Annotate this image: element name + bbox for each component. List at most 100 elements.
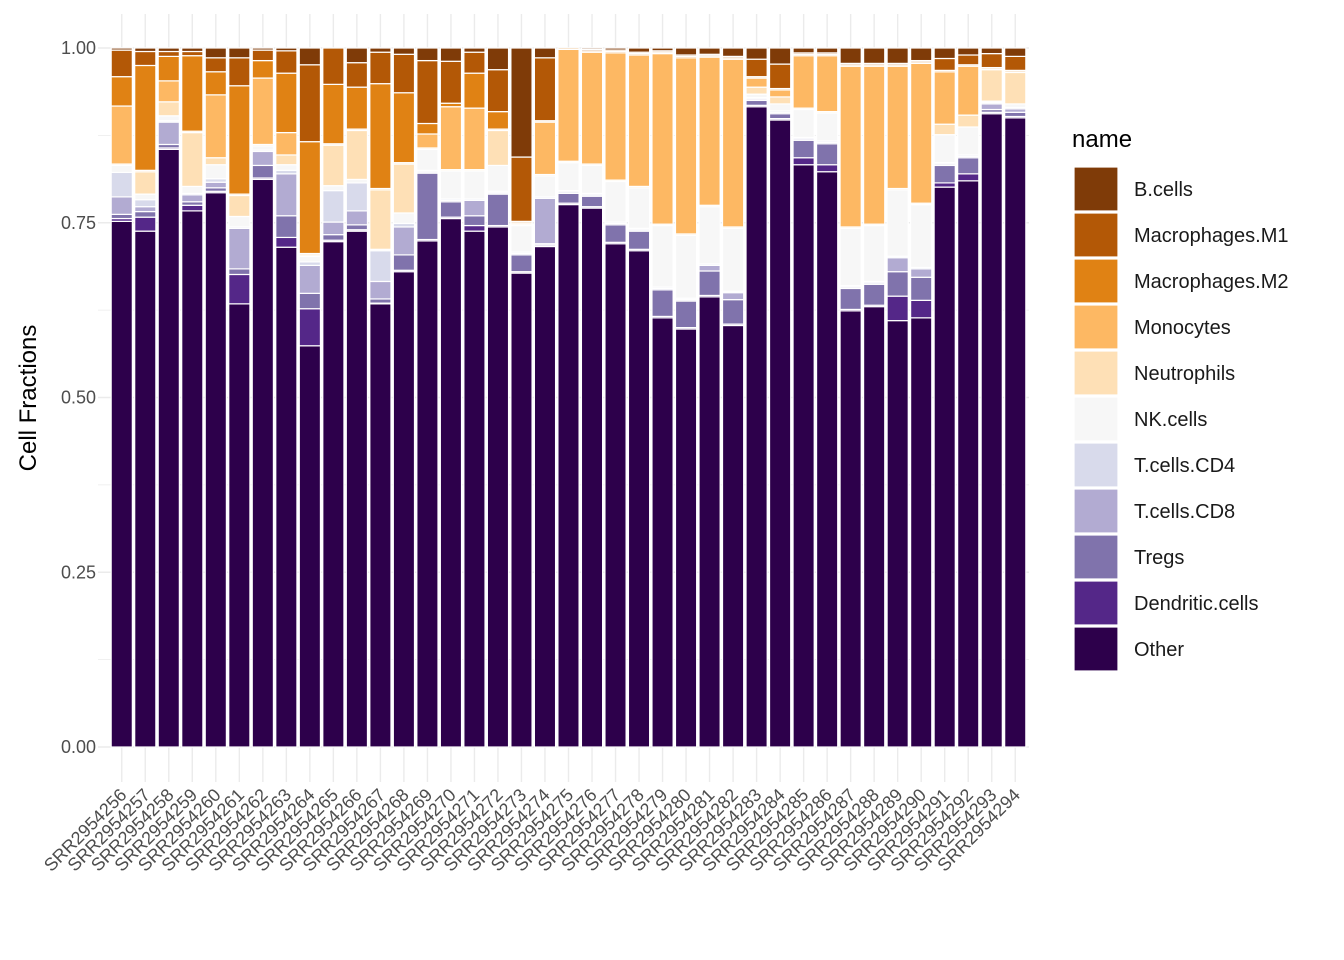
bar-segment bbox=[768, 113, 792, 120]
bar-segment bbox=[439, 106, 463, 171]
bar-segment bbox=[322, 185, 345, 192]
y-tick-label: 0.50 bbox=[61, 388, 96, 408]
bar-segment bbox=[275, 215, 298, 239]
bar-segment bbox=[792, 55, 815, 109]
bar-segment bbox=[392, 47, 416, 55]
bar-segment bbox=[486, 69, 510, 113]
legend-swatch bbox=[1073, 166, 1119, 212]
bar-segment bbox=[204, 71, 227, 96]
bar-segment bbox=[862, 283, 886, 306]
legend-label: Neutrophils bbox=[1134, 363, 1235, 385]
bar-segment bbox=[792, 139, 815, 159]
bar-segment bbox=[957, 47, 980, 56]
bar-segment bbox=[228, 85, 251, 195]
bar-segment bbox=[416, 148, 439, 171]
bar-segment bbox=[110, 47, 133, 51]
bar-segment bbox=[157, 55, 180, 82]
bar-segment bbox=[674, 328, 698, 748]
bar-segment bbox=[957, 65, 980, 116]
bar-segment bbox=[322, 241, 345, 748]
bar-segment bbox=[839, 47, 862, 64]
bar-segment bbox=[933, 71, 956, 125]
bar-segment bbox=[768, 47, 792, 65]
legend-label: Monocytes bbox=[1134, 317, 1231, 339]
bar-segment bbox=[134, 50, 157, 67]
bar-segment bbox=[721, 47, 745, 57]
bar-segment bbox=[110, 196, 133, 215]
bar-segment bbox=[604, 180, 627, 223]
bar-segment bbox=[463, 199, 486, 217]
bar-segment bbox=[862, 224, 886, 283]
bar-segment bbox=[674, 57, 698, 235]
bar-segment bbox=[416, 47, 439, 62]
bar-segment bbox=[251, 164, 275, 179]
bar-segment bbox=[745, 86, 768, 95]
bar-segment bbox=[392, 92, 416, 164]
bar-segment bbox=[698, 270, 721, 297]
bar-segment bbox=[745, 58, 768, 78]
bar-segment bbox=[580, 51, 604, 165]
bar-segment bbox=[721, 227, 745, 292]
bar-segment bbox=[228, 57, 251, 87]
bar-segment bbox=[369, 303, 392, 748]
bar-segment bbox=[698, 47, 721, 55]
y-tick-label: 0.00 bbox=[61, 737, 96, 757]
bar-segment bbox=[768, 119, 792, 748]
legend-label: Macrophages.M1 bbox=[1134, 225, 1289, 247]
bar-segment bbox=[627, 47, 651, 53]
bar-segment bbox=[815, 143, 839, 166]
bar-segment bbox=[204, 164, 227, 180]
bar-segment bbox=[886, 257, 909, 273]
bar-segment bbox=[486, 47, 510, 71]
bar-segment bbox=[910, 62, 933, 204]
bar-segment bbox=[862, 47, 886, 64]
bar-segment bbox=[298, 255, 322, 263]
bar-segment bbox=[392, 226, 416, 256]
bar-segment bbox=[815, 171, 839, 748]
y-axis-ticks: 0.00 0.25 0.50 0.75 1.00 bbox=[61, 38, 96, 757]
bar-segment bbox=[651, 47, 674, 52]
bar-segment bbox=[533, 57, 557, 122]
bar-segment bbox=[392, 212, 416, 225]
legend: name B.cells Macrophages.M1 Macrophages.M2… bbox=[1072, 126, 1289, 672]
bar-segment bbox=[1004, 47, 1027, 57]
legend-swatch bbox=[1073, 442, 1119, 488]
bar-segment bbox=[439, 201, 463, 218]
bar-segment bbox=[886, 295, 909, 322]
bar-segment bbox=[181, 185, 204, 194]
bar-segment bbox=[251, 150, 275, 167]
bar-segment bbox=[204, 181, 227, 189]
bar-segment bbox=[275, 164, 298, 171]
bar-segment bbox=[674, 47, 698, 56]
bar-segment bbox=[369, 189, 392, 250]
bar-segment bbox=[486, 111, 510, 130]
bar-segment bbox=[322, 189, 345, 223]
bar-segment bbox=[110, 171, 133, 198]
bar-segment bbox=[933, 164, 956, 184]
bar-segment bbox=[957, 173, 980, 182]
legend-swatch bbox=[1073, 304, 1119, 350]
bar-segment bbox=[251, 49, 275, 62]
bar-segment bbox=[839, 287, 862, 311]
bar-segment bbox=[134, 206, 157, 213]
bar-segment bbox=[557, 48, 580, 162]
bar-segment bbox=[627, 187, 651, 229]
bar-segment bbox=[463, 51, 486, 74]
bar-segment bbox=[275, 131, 298, 156]
bar-segment bbox=[651, 52, 674, 225]
bar-segment bbox=[369, 83, 392, 190]
bar-segment bbox=[721, 292, 745, 301]
bar-segment bbox=[792, 47, 815, 54]
bar-segment bbox=[204, 57, 227, 73]
bar-segment bbox=[910, 47, 933, 62]
bar-segment bbox=[134, 47, 157, 53]
bar-segment bbox=[181, 194, 204, 203]
bar-segment bbox=[839, 227, 862, 287]
bar-segment bbox=[345, 86, 369, 130]
x-axis-ticks: SRR2954256SRR2954257SRR2954258SRR2954259… bbox=[40, 785, 1024, 876]
bar-segment bbox=[933, 186, 956, 748]
legend-label: Other bbox=[1134, 639, 1184, 661]
bar-segment bbox=[134, 199, 157, 208]
bar-segment bbox=[181, 47, 204, 53]
bar-segment bbox=[275, 47, 298, 52]
